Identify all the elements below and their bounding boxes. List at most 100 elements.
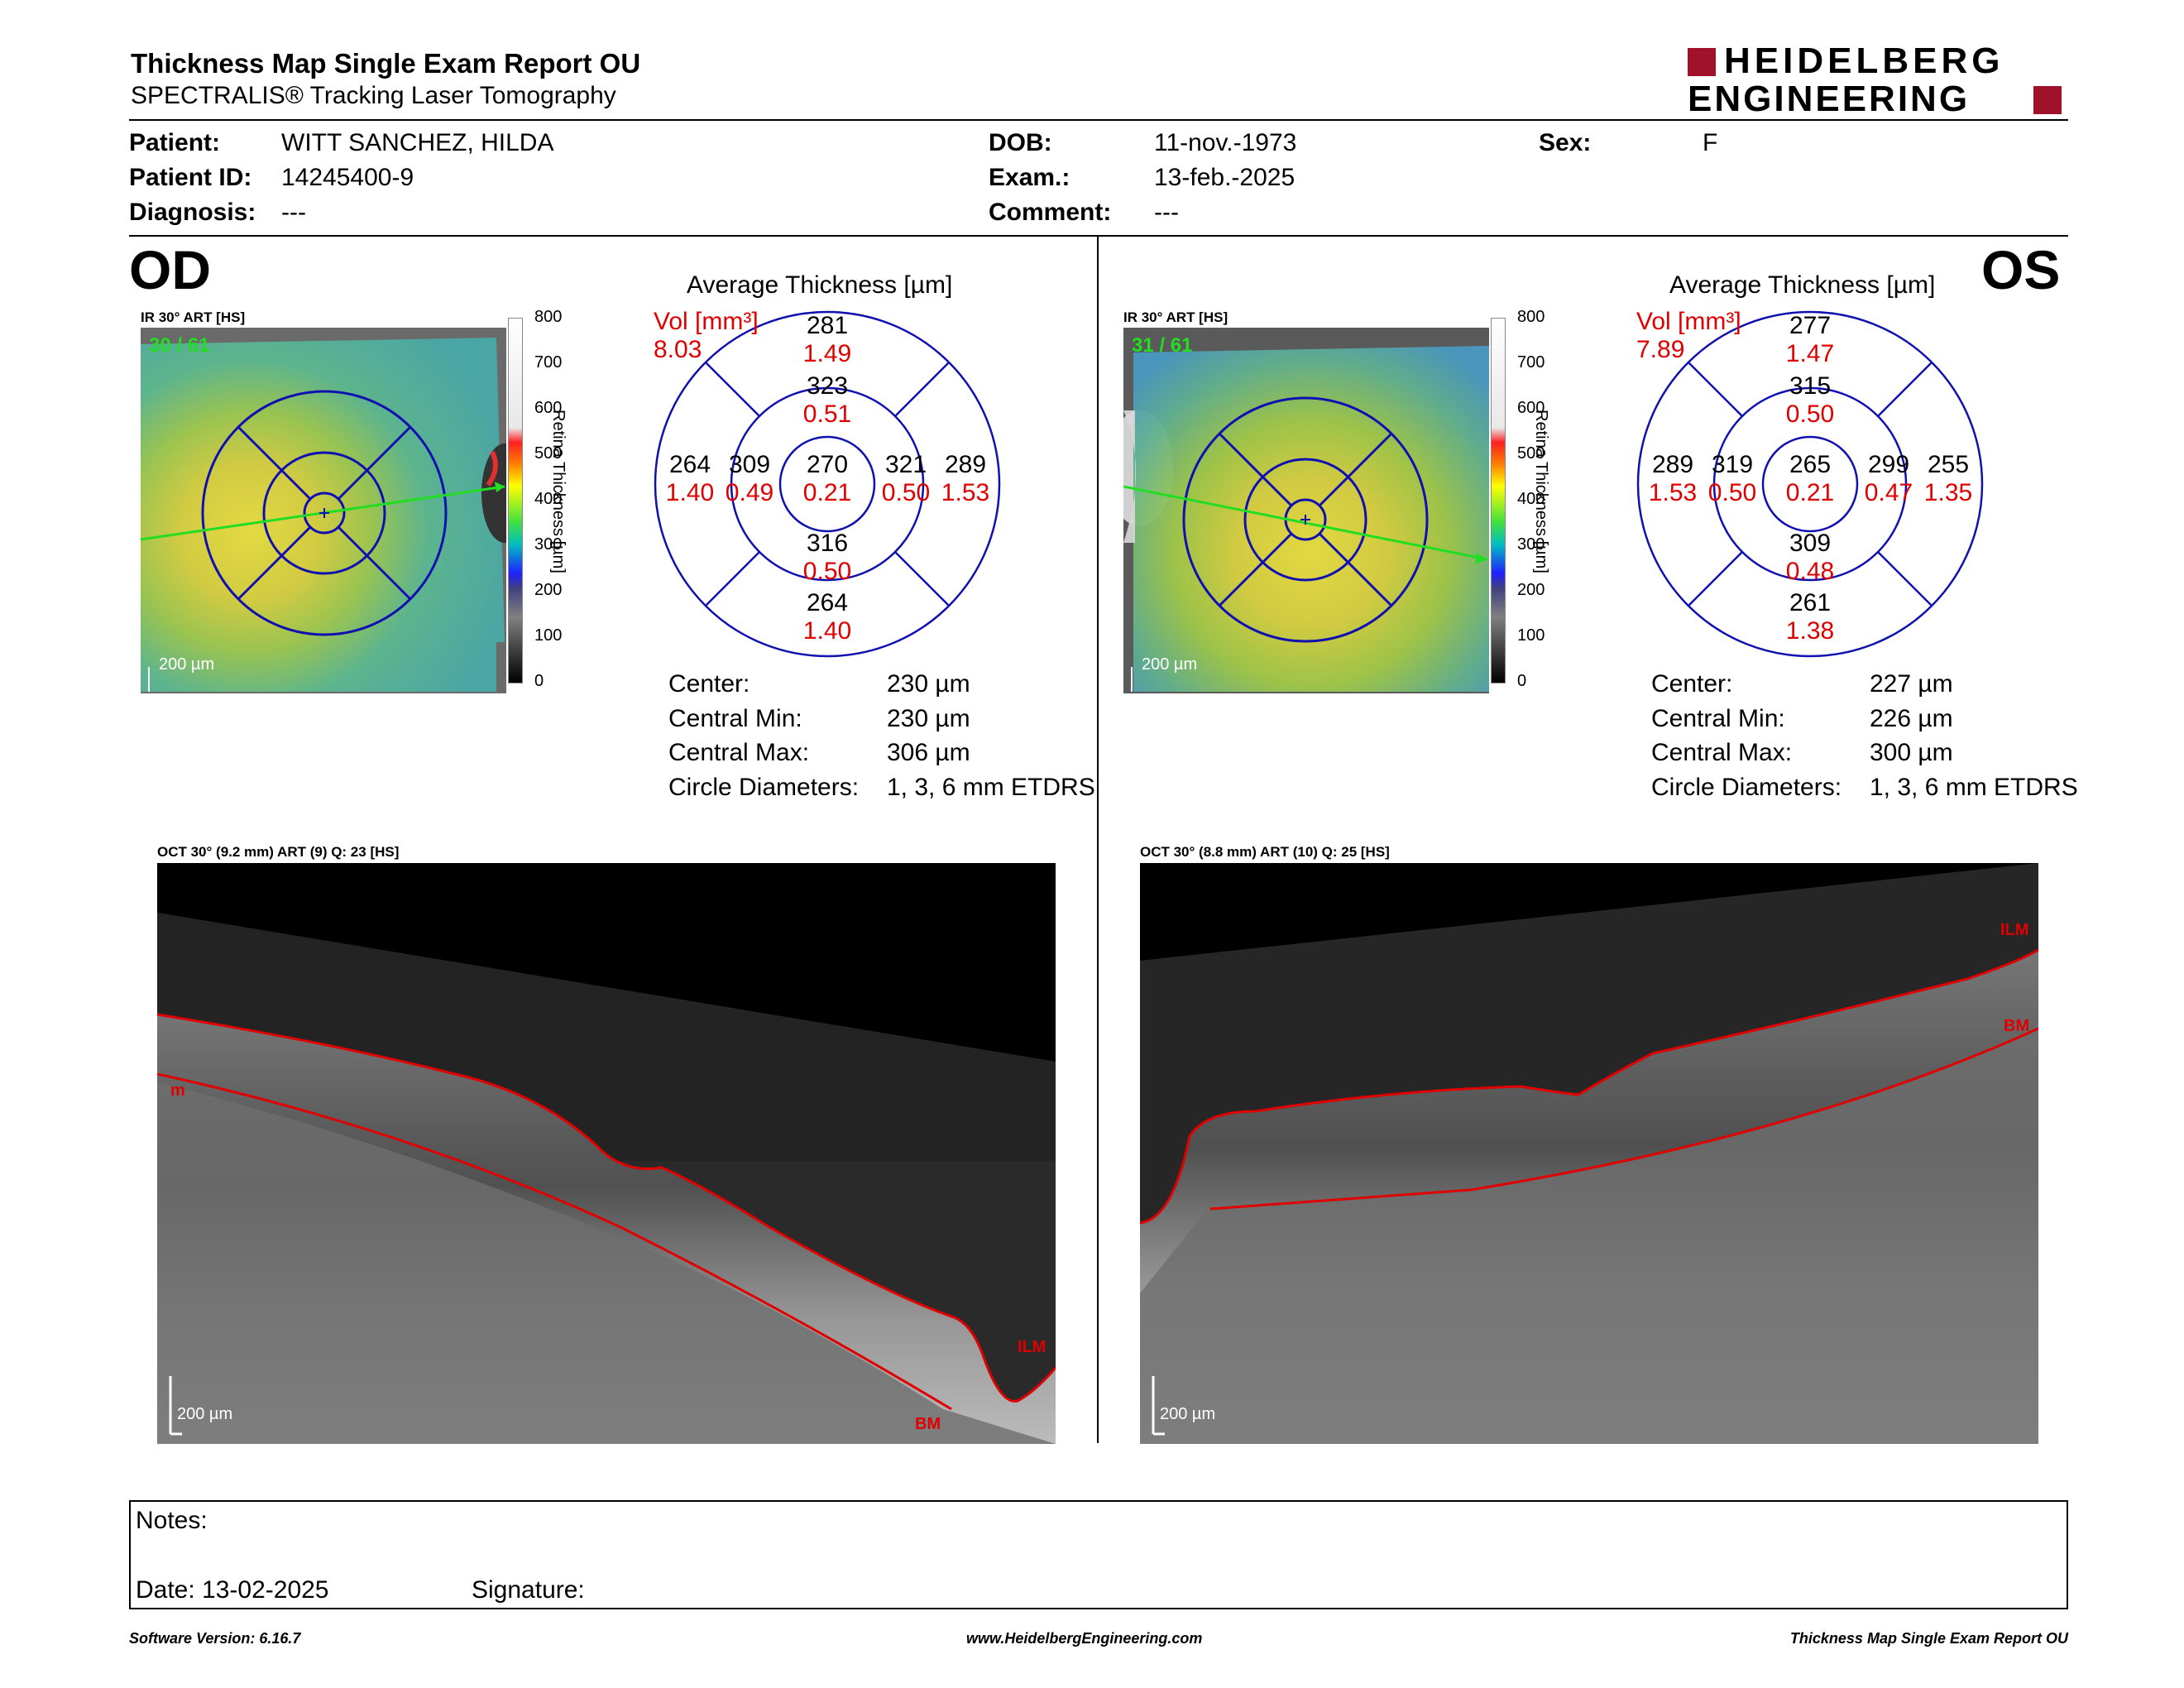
os-oct-scan: 200 µm ILM BM: [1140, 863, 2038, 1444]
patient-divider: [129, 235, 2068, 237]
od-center-label: Center:: [668, 670, 750, 698]
od-min-label: Central Min:: [668, 705, 802, 732]
patient-label: Patient:: [129, 129, 221, 156]
od-tick-800: 800: [534, 308, 563, 326]
footer-software-version: Software Version: 6.16.7: [129, 1630, 301, 1647]
report-subtitle: SPECTRALIS® Tracking Laser Tomography: [131, 82, 616, 109]
od-center-value: 230 µm: [887, 670, 970, 698]
os-tick-600: 600: [1517, 399, 1545, 417]
od-sector-outer-right: 289 1.53: [941, 451, 990, 506]
od-oct-caption: OCT 30° (9.2 mm) ART (9) Q: 23 [HS]: [157, 844, 400, 860]
od-tick-600: 600: [534, 399, 563, 417]
report-title: Thickness Map Single Exam Report OU: [131, 48, 641, 79]
od-tick-0: 0: [534, 672, 544, 690]
os-sector-outer-sup: 277 1.47: [1785, 312, 1835, 367]
od-tick-100: 100: [534, 626, 563, 645]
od-colorbar-ticks: 800 700 600 500 400 300 200 100 0: [523, 308, 564, 697]
diagnosis-label: Diagnosis:: [129, 199, 256, 226]
os-ilm-label: ILM: [2000, 921, 2029, 939]
notes-label: Notes:: [136, 1507, 208, 1534]
od-max-label: Central Max:: [668, 739, 810, 766]
od-tick-700: 700: [534, 353, 563, 372]
dob-value: 11-nov.-1973: [1154, 129, 1297, 156]
od-vol-label: Vol [mm³]: [654, 308, 759, 335]
os-tick-300: 300: [1517, 535, 1545, 554]
od-oct-scale: 200 µm: [177, 1405, 233, 1423]
od-sector-inner-inf: 316 0.50: [802, 530, 852, 585]
patient-id: 14245400-9: [281, 164, 414, 191]
os-etdrs-grid: [1636, 310, 1984, 658]
notes-box: Notes: Date: 13-02-2025 Signature:: [129, 1500, 2068, 1609]
os-thickness-map: 31 / 61 200 µm: [1107, 328, 1489, 693]
od-max-value: 306 µm: [887, 739, 970, 766]
os-diam-label: Circle Diameters:: [1651, 774, 1842, 801]
os-sector-inner-left: 319 0.50: [1707, 451, 1757, 506]
od-oct-scan: 200 µm ILM BM m: [157, 863, 1056, 1444]
os-sector-inner-inf: 309 0.48: [1785, 530, 1835, 585]
os-colorbar-ticks: 800 700 600 500 400 300 200 100 0: [1506, 308, 1547, 697]
os-sector-outer-inf: 261 1.38: [1785, 589, 1835, 645]
sex-value: F: [1703, 129, 1718, 156]
os-tick-100: 100: [1517, 626, 1545, 645]
sex-label: Sex:: [1539, 129, 1592, 156]
notes-signature: Signature:: [472, 1576, 585, 1604]
patient-name: WITT SANCHEZ, HILDA: [281, 129, 554, 156]
od-thickness-map: 30 / 61 200 µm: [140, 328, 528, 693]
os-sector-center: 265 0.21: [1785, 451, 1835, 506]
od-etdrs-grid: [654, 310, 1001, 658]
os-tick-800: 800: [1517, 308, 1545, 326]
os-max-value: 300 µm: [1870, 739, 1953, 766]
footer-report-name: Thickness Map Single Exam Report OU: [1789, 1630, 2068, 1647]
os-ir-scale: 200 µm: [1142, 655, 1198, 674]
od-vol-value: 8.03: [654, 336, 702, 363]
od-sector-center: 270 0.21: [802, 451, 852, 506]
os-max-label: Central Max:: [1651, 739, 1793, 766]
os-tick-400: 400: [1517, 490, 1545, 508]
os-sector-inner-right: 299 0.47: [1864, 451, 1913, 506]
os-vol-value: 7.89: [1636, 336, 1685, 363]
os-center-value: 227 µm: [1870, 670, 1953, 698]
footer-website: www.HeidelbergEngineering.com: [966, 1630, 1203, 1647]
od-bm-label: BM: [915, 1415, 941, 1433]
os-colorbar: [1491, 318, 1506, 683]
os-oct-caption: OCT 30° (8.8 mm) ART (10) Q: 25 [HS]: [1140, 844, 1390, 860]
notes-date: Date: 13-02-2025: [136, 1576, 329, 1604]
od-tick-300: 300: [534, 535, 563, 554]
os-oct-scale: 200 µm: [1160, 1405, 1216, 1423]
os-min-label: Central Min:: [1651, 705, 1785, 732]
os-ir-caption: IR 30° ART [HS]: [1123, 309, 1228, 325]
od-sector-inner-sup: 323 0.51: [802, 372, 852, 428]
os-sector-outer-left: 289 1.53: [1648, 451, 1698, 506]
os-tick-500: 500: [1517, 444, 1545, 463]
od-ir-scale: 200 µm: [159, 655, 215, 674]
od-tick-500: 500: [534, 444, 563, 463]
od-ilm-label: ILM: [1018, 1338, 1046, 1356]
exam-label: Exam.:: [989, 164, 1070, 191]
os-ir-frames: 31 / 61: [1132, 334, 1193, 357]
od-eye-label: OD: [129, 239, 211, 300]
os-tick-0: 0: [1517, 672, 1527, 690]
comment-value: ---: [1154, 199, 1179, 226]
os-diam-value: 1, 3, 6 mm ETDRS: [1870, 774, 2078, 801]
exam-value: 13-feb.-2025: [1154, 164, 1296, 191]
od-sector-inner-right: 321 0.50: [881, 451, 931, 506]
logo-square-top: [1688, 48, 1716, 76]
od-ilm-left-label: m: [170, 1081, 185, 1100]
od-colorbar-label: Retina Thickness [µm]: [549, 410, 568, 573]
os-sector-inner-sup: 315 0.50: [1785, 372, 1835, 428]
header-divider: [129, 119, 2068, 121]
os-colorbar-label: Retina Thickness [µm]: [1532, 410, 1550, 573]
od-sector-outer-inf: 264 1.40: [802, 589, 852, 645]
patient-id-label: Patient ID:: [129, 164, 252, 191]
logo-square-bottom: [2033, 86, 2062, 114]
os-tick-700: 700: [1517, 353, 1545, 372]
os-min-value: 226 µm: [1870, 705, 1953, 732]
center-divider: [1097, 237, 1099, 1443]
os-bm-label: BM: [2004, 1017, 2030, 1035]
logo-line1: HEIDELBERG: [1724, 41, 2004, 81]
od-avg-title: Average Thickness [µm]: [687, 271, 953, 299]
od-colorbar: [508, 318, 523, 683]
os-vol-label: Vol [mm³]: [1636, 308, 1741, 335]
os-tick-200: 200: [1517, 581, 1545, 599]
od-ir-frames: 30 / 61: [149, 334, 210, 357]
